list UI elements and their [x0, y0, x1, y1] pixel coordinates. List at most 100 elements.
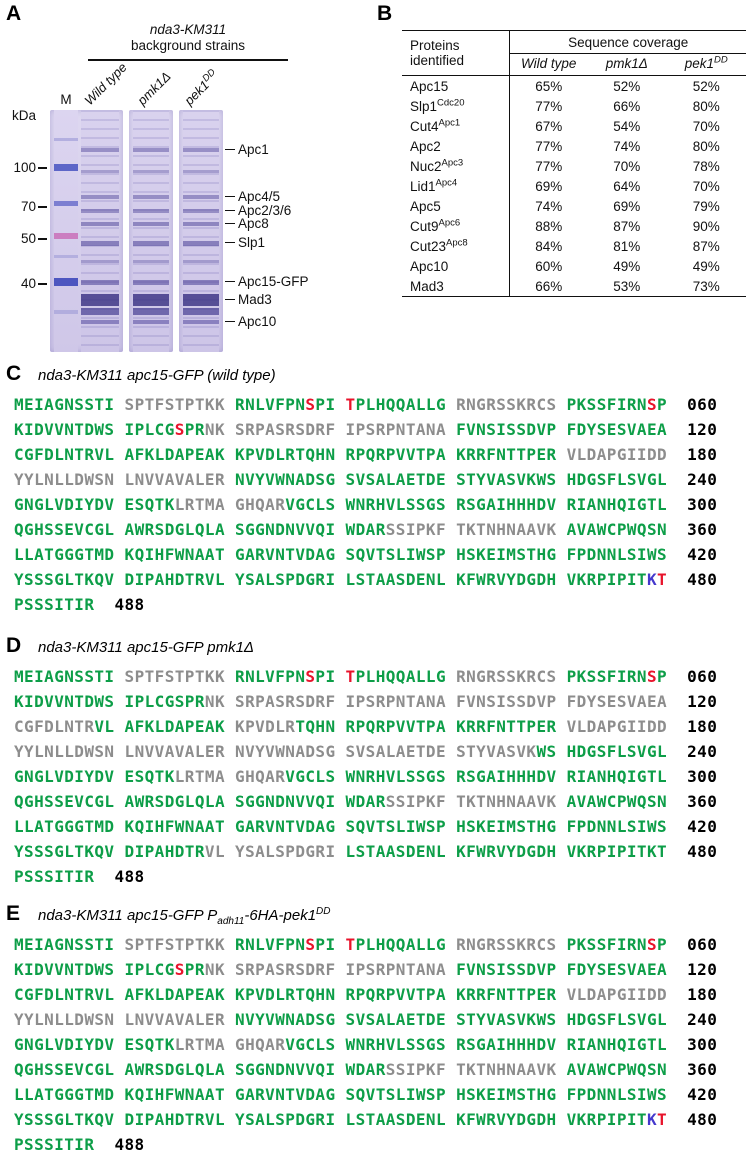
sequence-block: MEIAGNSSTI SPTFSTPTKK RNLVFPNSPI TPLHQQA… — [14, 392, 717, 617]
sequence-group: LSTAASDENL — [345, 570, 447, 589]
sequence-row: KIDVVNTDWS IPLCGSPRNK SRPASRSDRF IPSRPNT… — [14, 417, 717, 442]
sequence-group: STYVASVKWS — [456, 742, 557, 761]
residue-number: 120 — [677, 420, 718, 439]
sequence-group: TPLHQQALLG — [345, 395, 447, 414]
residue-number: 420 — [677, 545, 718, 564]
residue-number: 120 — [677, 960, 718, 979]
table-row: Cut23Apc8 84% 81% 87% — [402, 236, 746, 256]
sequence-group: RIANHQIGTL — [566, 767, 668, 786]
protein-name: Lid1Apc4 — [402, 176, 511, 196]
sequence-group: KQIHFWNAAT — [124, 1085, 225, 1104]
sequence-row: LLATGGGTMD KQIHFWNAAT GARVNTVDAG SQVTSLI… — [14, 1082, 717, 1107]
sequence-group: SQVTSLIWSP — [345, 545, 447, 564]
coverage-value: 70% — [692, 118, 720, 134]
residue-number: 060 — [677, 667, 718, 686]
residue-number: 480 — [677, 570, 718, 589]
panel-title-part: DD — [316, 906, 331, 917]
coverage-value: 81% — [613, 238, 641, 254]
sequence-group: RSGAIHHHDV — [456, 495, 557, 514]
kda-mark: 40 — [0, 277, 47, 290]
coverage-value: 77% — [535, 158, 563, 174]
table-row: Cut9Apc6 88% 87% 90% — [402, 216, 746, 236]
sequence-group: SGGNDNVVQI — [235, 1060, 336, 1079]
sequence-row: MEIAGNSSTI SPTFSTPTKK RNLVFPNSPI TPLHQQA… — [14, 392, 717, 417]
sequence-row: KIDVVNTDWS IPLCGSPRNK SRPASRSDRF IPSRPNT… — [14, 689, 717, 714]
sequence-group: LLATGGGTMD — [14, 1085, 115, 1104]
col-header-pmk1: pmk1Δ — [587, 53, 667, 76]
sequence-group: LNVVAVALER — [124, 742, 225, 761]
sequence-group: LLATGGGTMD — [14, 817, 115, 836]
sequence-group: HDGSFLSVGL — [566, 470, 668, 489]
sequence-group: LSTAASDENL — [345, 1110, 447, 1129]
sequence-group: ESQTKLRTMA — [124, 767, 225, 786]
sequence-group: KRRFNTTPER — [456, 717, 557, 736]
sequence-group: PKSSFIRNSP — [566, 935, 668, 954]
col-header-text: Wild type — [521, 56, 577, 71]
sequence-row: MEIAGNSSTI SPTFSTPTKK RNLVFPNSPI TPLHQQA… — [14, 932, 717, 957]
table-row: Lid1Apc4 69% 64% 70% — [402, 176, 746, 196]
coverage-value: 53% — [613, 278, 641, 294]
panel-title: nda3-KM311 apc15-GFP Padh11-6HA-pek1DD — [38, 906, 331, 927]
pmk1-lane — [133, 110, 169, 352]
table-row: Apc15 65% 52% 52% — [402, 75, 746, 96]
sequence-group: FVNSISSDVP — [456, 960, 557, 979]
residue-number: 120 — [677, 692, 718, 711]
coverage-value: 64% — [613, 178, 641, 194]
sequence-group: FPDNNLSIWS — [566, 545, 668, 564]
coverage-value: 49% — [692, 258, 720, 274]
sequence-group: AFKLDAPEAK — [124, 985, 225, 1004]
sequence-group: QGHSSEVCGL — [14, 792, 115, 811]
coverage-value: 74% — [613, 138, 641, 154]
coverage-table-body: Apc15 65% 52% 52% Slp1Cdc20 77% 66% 80% Cut4Apc1… — [402, 75, 746, 297]
sequence-group: AWRSDGLQLA — [124, 1060, 225, 1079]
table-row: Apc2 77% 74% 80% — [402, 136, 746, 156]
gel-header-strain: nda3-KM311 — [149, 22, 227, 37]
sequence-group: GHQARVGCLS — [235, 767, 336, 786]
sequence-group: RNLVFPNSPI — [235, 395, 336, 414]
sequence-group: RIANHQIGTL — [566, 1035, 668, 1054]
residue-number: 240 — [677, 1010, 718, 1029]
sequence-group: QGHSSEVCGL — [14, 1060, 115, 1079]
col-header-sup: DD — [713, 54, 728, 66]
residue-number: 488 — [104, 595, 145, 614]
panel-title: nda3-KM311 apc15-GFP (wild type) — [38, 367, 276, 384]
sequence-group: YSALSPDGRI — [235, 570, 336, 589]
protein-name: Mad3 — [402, 276, 511, 297]
sequence-group: IPLCGSPRNK — [124, 960, 225, 979]
panel-d-label: D — [6, 634, 22, 657]
coverage-value: 69% — [535, 178, 563, 194]
sequence-group: WNRHVLSSGS — [345, 1035, 447, 1054]
coverage-value: 80% — [692, 98, 720, 114]
gel-strip-3 — [179, 110, 223, 352]
sequence-row: YSSSGLTKQV DIPAHDTRVL YSALSPDGRI LSTAASD… — [14, 1107, 717, 1132]
panel-e: E nda3-KM311 apc15-GFP Padh11-6HA-pek1DD… — [0, 902, 748, 1161]
sequence-group: RPQRPVVTPA — [345, 445, 447, 464]
sequence-group: RIANHQIGTL — [566, 495, 668, 514]
sequence-row: GNGLVDIYDV ESQTKLRTMA GHQARVGCLS WNRHVLS… — [14, 1032, 717, 1057]
coverage-value: 90% — [692, 218, 720, 234]
sequence-group: KFWRVYDGDH — [456, 842, 557, 861]
sequence-group: SPTFSTPTKK — [124, 935, 225, 954]
band-label: Apc1 — [225, 142, 269, 157]
sequence-row: MEIAGNSSTI SPTFSTPTKK RNLVFPNSPI TPLHQQA… — [14, 664, 717, 689]
sequence-group: AVAWCPWQSN — [566, 792, 668, 811]
sequence-group: SPTFSTPTKK — [124, 667, 225, 686]
sequence-group: AFKLDAPEAK — [124, 445, 225, 464]
sequence-row: YYLNLLDWSN LNVVAVALER NVYVWNADSG SVSALAE… — [14, 739, 717, 764]
band-labels: Apc1 Apc4/5 Apc2/3/6 Apc8 Slp1 Apc15-GFP… — [224, 110, 375, 352]
sequence-row: LLATGGGTMD KQIHFWNAAT GARVNTVDAG SQVTSLI… — [14, 542, 717, 567]
sequence-group: AVAWCPWQSN — [566, 1060, 668, 1079]
sequence-group: NVYVWNADSG — [235, 470, 336, 489]
col-header-coverage: Sequence coverage — [509, 30, 746, 54]
table-row: Apc10 60% 49% 49% — [402, 256, 746, 276]
sequence-group: MEIAGNSSTI — [14, 395, 115, 414]
panel-d: D nda3-KM311 apc15-GFP pmk1Δ MEIAGNSSTI … — [0, 634, 748, 902]
gel-header-text: background strains — [130, 38, 246, 53]
sequence-group: HSKEIMSTHG — [456, 817, 557, 836]
sequence-group: FVNSISSDVP — [456, 420, 557, 439]
sequence-group: PSSSITIR — [14, 595, 95, 614]
sequence-group: FDYSESVAEA — [566, 692, 668, 711]
sequence-group: SRPASRSDRF — [235, 420, 336, 439]
coverage-value: 74% — [535, 198, 563, 214]
panel-title-part: nda3-KM311 apc15-GFP pmk1Δ — [38, 639, 254, 656]
